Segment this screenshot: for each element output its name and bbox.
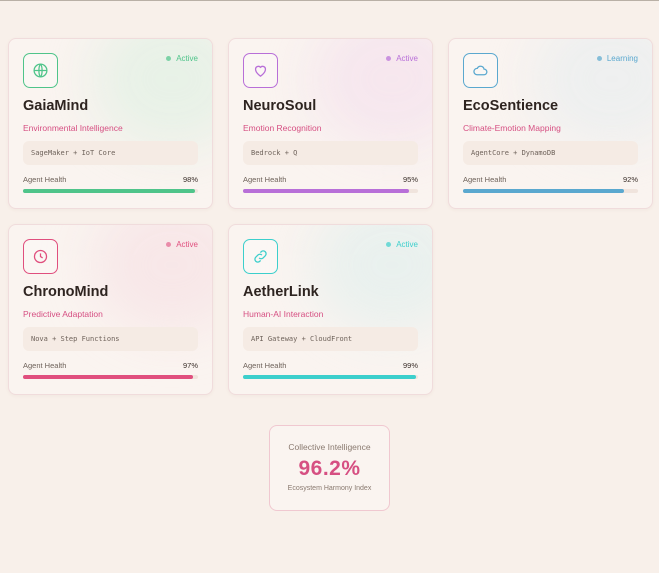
health-label: Agent Health (23, 175, 67, 184)
agent-subtitle: Human-AI Interaction (243, 309, 324, 319)
agent-icon-box (243, 53, 278, 88)
status-label: Learning (606, 54, 638, 63)
health-bar (23, 375, 198, 379)
agent-icon-box (243, 239, 278, 274)
health-bar (243, 375, 418, 379)
status-badge: Active (386, 240, 418, 249)
health-bar (23, 189, 198, 193)
status-dot (386, 56, 392, 61)
status-dot (166, 242, 172, 247)
health-label: Agent Health (243, 175, 287, 184)
agent-name: GaiaMind (23, 98, 89, 114)
health-bar-fill (463, 189, 624, 193)
agent-subtitle: Predictive Adaptation (23, 309, 103, 319)
agent-card-gaiamind[interactable]: Active GaiaMind Environmental Intelligen… (8, 38, 213, 209)
agent-tech-stack: SageMaker + IoT Core (23, 141, 198, 165)
agent-icon-box (23, 53, 58, 88)
status-badge: Active (386, 54, 418, 63)
heart-icon (254, 65, 267, 77)
agent-card-neurosoul[interactable]: Active NeuroSoul Emotion Recognition Bed… (228, 38, 433, 209)
status-dot (386, 242, 392, 247)
summary-title: Collective Intelligence (288, 442, 371, 452)
agent-card-ecosentience[interactable]: Learning EcoSentience Climate-Emotion Ma… (448, 38, 653, 209)
agent-name: AetherLink (243, 284, 319, 300)
agent-tech-stack: Nova + Step Functions (23, 327, 198, 351)
health-bar-fill (23, 189, 195, 193)
window-top-border (0, 0, 659, 1)
health-bar-fill (23, 375, 193, 379)
health-label: Agent Health (463, 175, 507, 184)
agent-card-chronomind[interactable]: Active ChronoMind Predictive Adaptation … (8, 224, 213, 395)
agent-icon-box (23, 239, 58, 274)
agent-name: NeuroSoul (243, 98, 317, 114)
cloud-icon (473, 65, 488, 76)
clock-icon (33, 249, 48, 264)
health-value: 98% (182, 175, 198, 184)
agent-icon-box (463, 53, 498, 88)
status-dot (166, 56, 172, 61)
agent-subtitle: Climate-Emotion Mapping (463, 123, 561, 133)
agent-card-aetherlink[interactable]: Active AetherLink Human-AI Interaction A… (228, 224, 433, 395)
health-bar (463, 189, 638, 193)
agent-subtitle: Environmental Intelligence (23, 123, 123, 133)
health-value: 95% (402, 175, 418, 184)
health-label: Agent Health (243, 361, 287, 370)
summary-caption: Ecosystem Harmony Index (287, 485, 372, 492)
health-value: 97% (182, 361, 198, 370)
status-badge: Active (166, 240, 198, 249)
collective-intelligence-card: Collective Intelligence 96.2% Ecosystem … (269, 425, 390, 511)
agent-tech-stack: AgentCore + DynamoDB (463, 141, 638, 165)
health-value: 92% (622, 175, 638, 184)
status-badge: Active (166, 54, 198, 63)
agent-name: ChronoMind (23, 284, 109, 300)
health-value: 99% (402, 361, 418, 370)
health-bar (243, 189, 418, 193)
status-label: Active (396, 54, 418, 63)
agent-tech-stack: API Gateway + CloudFront (243, 327, 418, 351)
agent-name: EcoSentience (463, 98, 559, 114)
status-dot (596, 56, 602, 61)
status-label: Active (176, 240, 198, 249)
status-badge: Learning (596, 54, 638, 63)
health-bar-fill (243, 375, 417, 379)
health-label: Agent Health (23, 361, 67, 370)
health-bar-fill (243, 189, 410, 193)
agent-subtitle: Emotion Recognition (243, 123, 322, 133)
summary-value: 96.2% (298, 457, 361, 480)
status-label: Active (396, 240, 418, 249)
agent-tech-stack: Bedrock + Q (243, 141, 418, 165)
globe-icon (33, 63, 48, 78)
status-label: Active (176, 54, 198, 63)
link-icon (254, 250, 267, 263)
